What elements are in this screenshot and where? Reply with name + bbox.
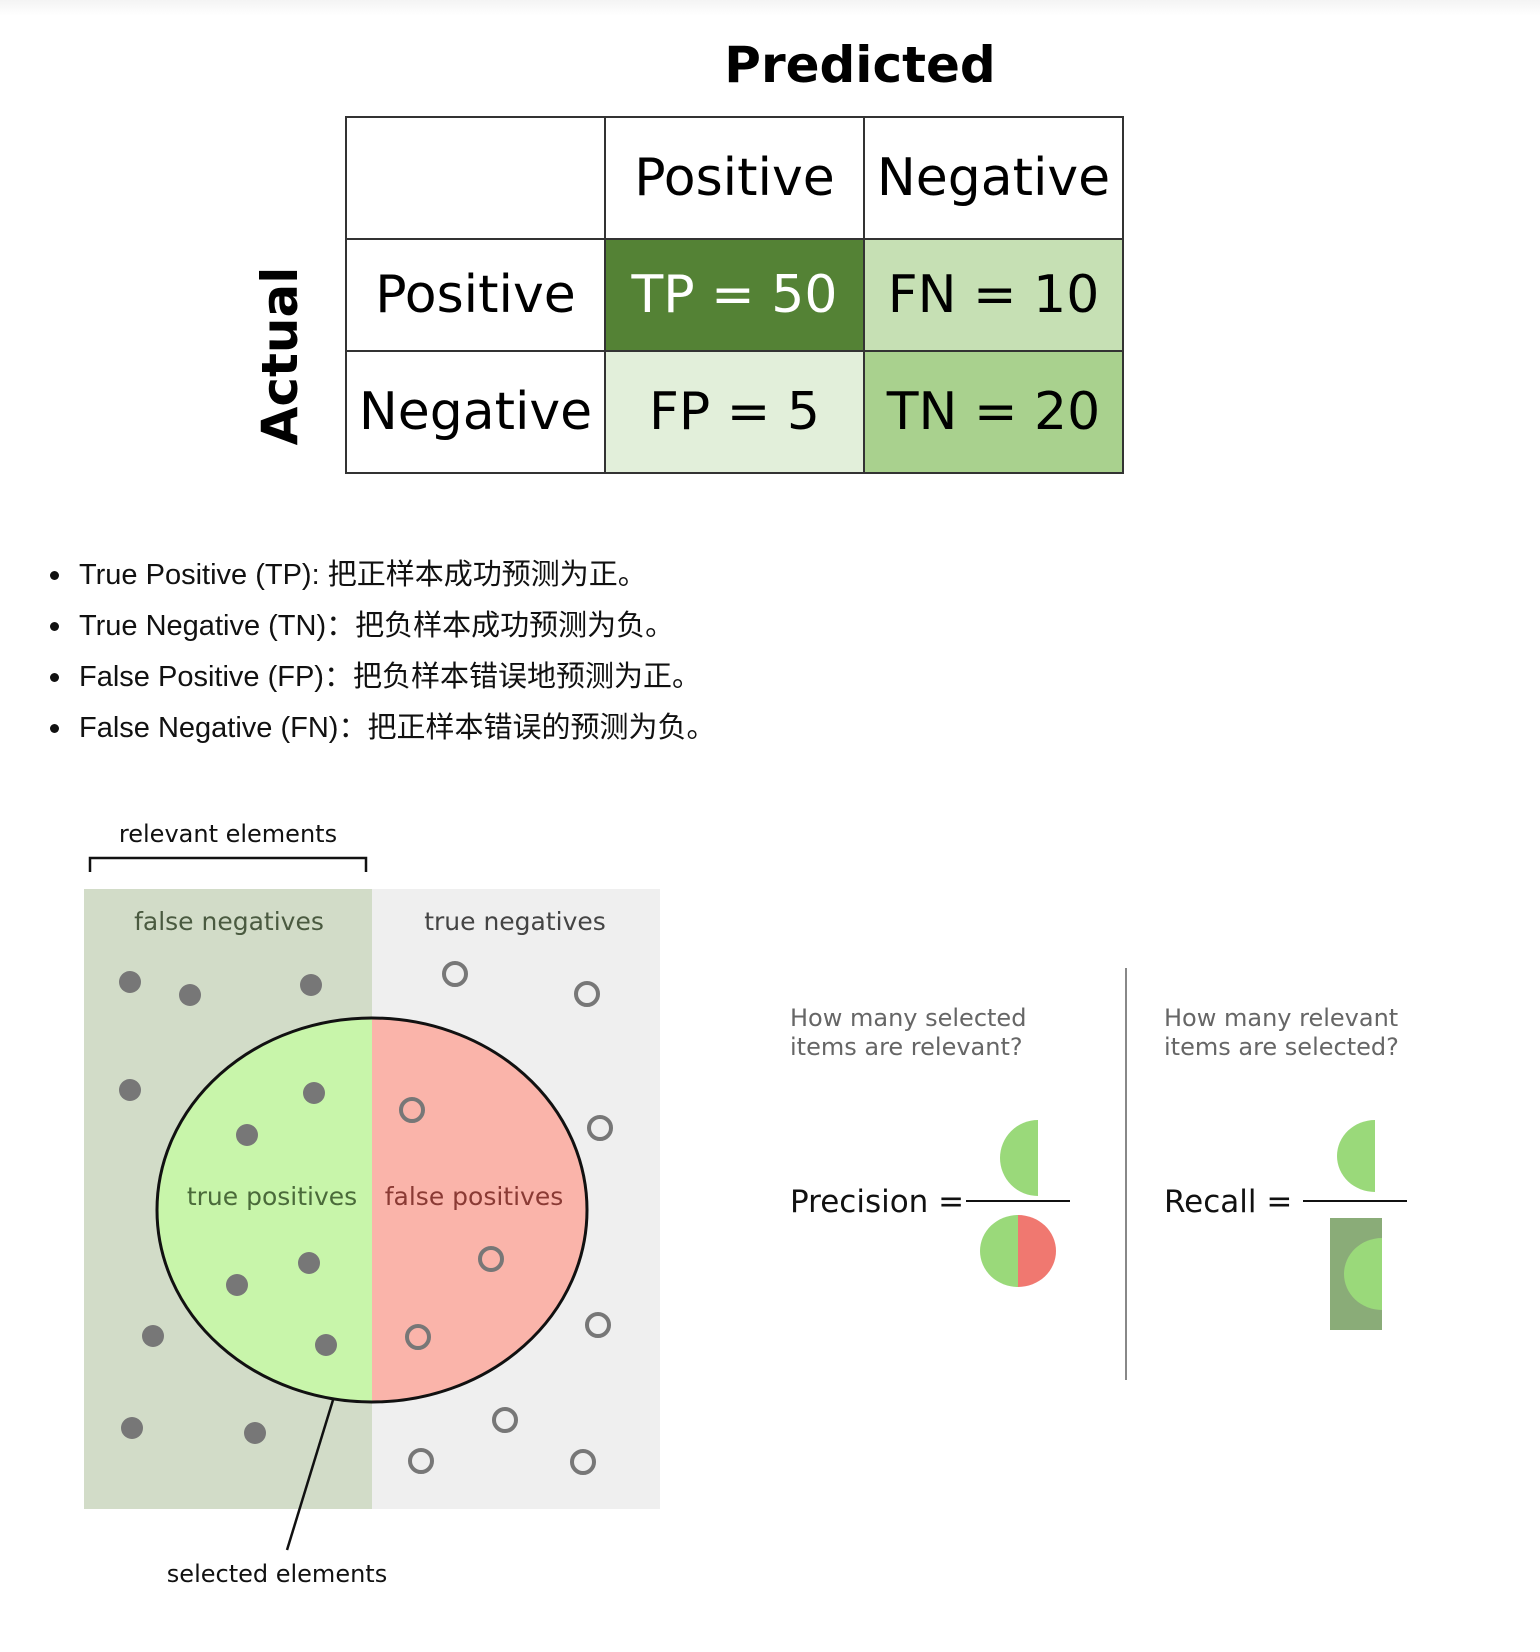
irrelevant-dot: [408, 1448, 434, 1474]
list-item: False Negative (FN)：把正样本错误的预测为负。: [50, 705, 715, 756]
cell-false-positive: FP = 5: [604, 350, 865, 474]
relevant-dot: [315, 1334, 337, 1356]
recall-denominator-green: [1344, 1238, 1382, 1310]
cell-true-negative: TN = 20: [863, 350, 1124, 474]
relevant-dot: [303, 1082, 325, 1104]
precision-denominator-green: [980, 1215, 1018, 1287]
top-bar: [0, 0, 1540, 16]
relevant-dot: [300, 974, 322, 996]
matrix-title: Predicted: [724, 36, 996, 94]
bullet-icon: [50, 622, 59, 631]
row-header-negative: Negative: [345, 350, 606, 474]
relevant-dot: [119, 1079, 141, 1101]
irrelevant-dot: [478, 1246, 504, 1272]
precision-numerator-icon: [1000, 1120, 1038, 1196]
definition-text: True Positive (TP): 把正样本成功预测为正。: [79, 559, 647, 591]
cell-true-positive: TP = 50: [604, 238, 865, 352]
false-positives-region: [372, 1018, 587, 1402]
precision-label: Precision =: [790, 1184, 964, 1220]
confusion-matrix: Positive Negative Positive TP = 50 FN = …: [345, 116, 1124, 474]
matrix-corner-cell: [345, 116, 606, 240]
irrelevant-dot: [492, 1407, 518, 1433]
col-header-negative: Negative: [863, 116, 1124, 240]
recall-label: Recall =: [1164, 1184, 1292, 1220]
true-positives-region: [157, 1018, 372, 1402]
recall-numerator-icon: [1337, 1120, 1375, 1192]
relevant-dot: [119, 971, 141, 993]
bullet-icon: [50, 673, 59, 682]
irrelevant-dot: [585, 1312, 611, 1338]
relevant-dot: [121, 1417, 143, 1439]
selected-pointer-line: [285, 1399, 335, 1551]
irrelevant-dot: [570, 1449, 596, 1475]
definition-text: False Positive (FP)：把负样本错误地预测为正。: [79, 661, 701, 693]
relevant-dot: [142, 1325, 164, 1347]
relevant-dot: [298, 1252, 320, 1274]
list-item: False Positive (FP)：把负样本错误地预测为正。: [50, 654, 715, 705]
recall-question: How many relevant items are selected?: [1164, 1004, 1406, 1061]
irrelevant-dot: [442, 961, 468, 987]
relevant-elements-label: relevant elements: [119, 820, 337, 848]
relevant-bracket: [88, 856, 368, 872]
cell-false-negative: FN = 10: [863, 238, 1124, 352]
irrelevant-dots: [399, 961, 613, 1475]
selected-elements-label: selected elements: [167, 1560, 387, 1588]
selected-circle: [155, 1016, 589, 1404]
definition-text: True Negative (TN)：把负样本成功预测为负。: [79, 610, 675, 642]
relevant-dot: [244, 1422, 266, 1444]
irrelevant-dot: [399, 1097, 425, 1123]
relevant-dots: [119, 971, 337, 1444]
true-negatives-label: true negatives: [424, 907, 606, 936]
false-positives-label: false positives: [385, 1182, 564, 1211]
definition-text: False Negative (FN)：把正样本错误的预测为负。: [79, 712, 716, 744]
irrelevant-dot: [405, 1324, 431, 1350]
relevant-dot: [226, 1274, 248, 1296]
precision-question: How many selected items are relevant?: [790, 1004, 1034, 1061]
list-item: True Positive (TP): 把正样本成功预测为正。: [50, 552, 715, 603]
definition-list: True Positive (TP): 把正样本成功预测为正。 True Neg…: [50, 552, 715, 756]
true-positives-label: true positives: [187, 1182, 357, 1211]
col-header-positive: Positive: [604, 116, 865, 240]
list-item: True Negative (TN)：把负样本成功预测为负。: [50, 603, 715, 654]
irrelevant-dot: [574, 981, 600, 1007]
bullet-icon: [50, 724, 59, 733]
bullet-icon: [50, 571, 59, 580]
relevant-dot: [179, 984, 201, 1006]
row-header-positive: Positive: [345, 238, 606, 352]
relevant-dot: [236, 1124, 258, 1146]
precision-denominator-red: [1018, 1215, 1056, 1287]
false-negatives-label: false negatives: [134, 907, 324, 936]
irrelevant-dot: [587, 1115, 613, 1141]
